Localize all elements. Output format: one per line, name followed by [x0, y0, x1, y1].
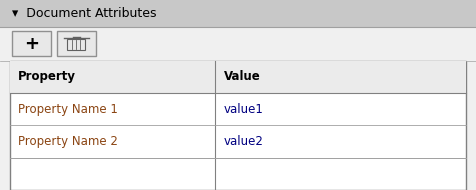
Text: ▾  Document Attributes: ▾ Document Attributes [12, 7, 157, 20]
Text: value1: value1 [224, 103, 264, 116]
FancyBboxPatch shape [10, 61, 466, 190]
Text: Property: Property [18, 70, 76, 83]
FancyBboxPatch shape [0, 0, 476, 27]
Text: Property Name 2: Property Name 2 [18, 135, 118, 148]
Text: +: + [24, 35, 39, 53]
Text: value2: value2 [224, 135, 264, 148]
FancyBboxPatch shape [12, 31, 51, 56]
FancyBboxPatch shape [57, 31, 96, 56]
Text: Property Name 1: Property Name 1 [18, 103, 118, 116]
Text: Value: Value [224, 70, 260, 83]
FancyBboxPatch shape [10, 61, 466, 93]
